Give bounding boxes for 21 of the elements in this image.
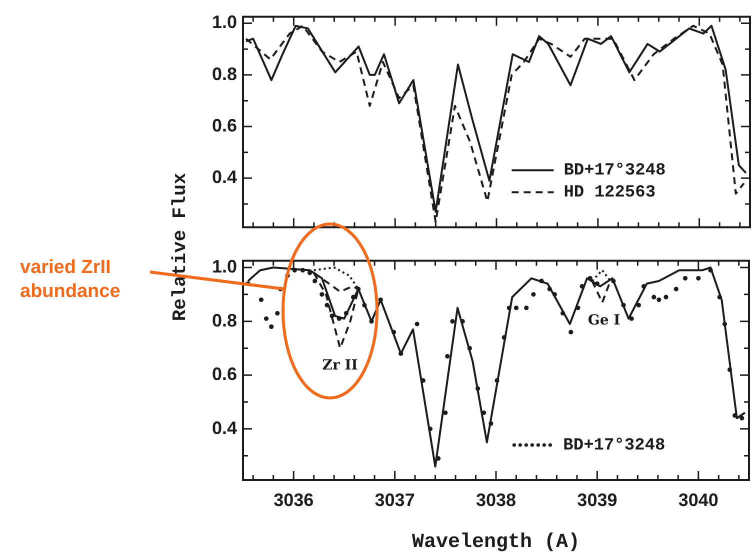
y-tick-label: 1.0 <box>212 12 237 32</box>
text: varied ZrII abundance <box>20 256 122 304</box>
y-axis-title: Relative Flux <box>169 172 191 322</box>
annotation: Zr II <box>322 357 358 374</box>
y-tick-label: 0.4 <box>212 167 237 188</box>
x-tick-label: 3039 <box>577 490 618 510</box>
y-tick-label: 0.6 <box>212 364 237 384</box>
legend-label: BD+17°3248 <box>563 436 666 456</box>
x-tick-label: 3038 <box>476 490 516 510</box>
x-axis-title: Wavelength (A) <box>412 531 580 554</box>
y-tick-label: 0.6 <box>212 115 237 136</box>
x-tick-label: 3036 <box>274 490 314 510</box>
x-tick-label: 3037 <box>374 490 415 510</box>
y-tick-label: 0.4 <box>212 418 237 438</box>
y-tick-label: 0.8 <box>212 310 237 330</box>
y-tick-label: 0.8 <box>212 64 237 84</box>
legend-label: BD+17°3248 <box>564 161 666 180</box>
x-tick-label: 3040 <box>678 490 718 510</box>
annotation: Ge I <box>588 312 620 328</box>
legend-label: HD 122563 <box>564 183 656 202</box>
y-tick-label: 1.0 <box>212 256 237 276</box>
